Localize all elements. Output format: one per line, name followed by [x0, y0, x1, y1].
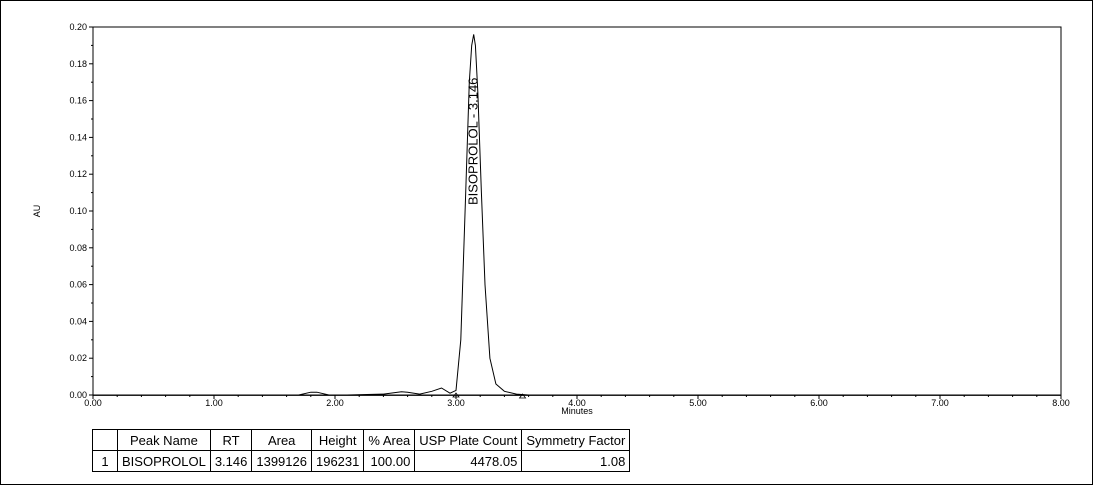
- col-symmetry-factor-header: Symmetry Factor: [521, 429, 631, 451]
- x-tick-label: 2.00: [326, 398, 344, 408]
- col-index-header: [92, 429, 118, 451]
- cell-index: 1: [92, 450, 118, 472]
- table-row: 1 BISOPROLOL 3.146 1399126 196231 100.00…: [92, 450, 631, 472]
- x-tick-label: 5.00: [689, 398, 707, 408]
- cell-percent-area: 100.00: [363, 450, 416, 472]
- x-tick-label: 6.00: [810, 398, 828, 408]
- x-tick-label: 4.00: [568, 398, 586, 408]
- peak-results-table: Peak Name RT Area Height % Area USP Plat…: [92, 429, 631, 472]
- y-tick-label: 0.06: [69, 280, 87, 290]
- x-axis-title: Minutes: [561, 406, 593, 416]
- y-tick-label: 0.00: [69, 390, 87, 400]
- chromatogram-trace: [93, 34, 1061, 396]
- cell-rt: 3.146: [209, 450, 253, 472]
- y-axis-title: AU: [32, 205, 42, 218]
- x-tick-label: 3.00: [447, 398, 465, 408]
- plot-area: [92, 26, 1062, 396]
- y-tick-label: 0.18: [69, 59, 87, 69]
- y-tick-label: 0.08: [69, 243, 87, 253]
- x-tick-label: 7.00: [931, 398, 949, 408]
- peak-annotation: BISOPROLOL - 3.146: [466, 78, 481, 205]
- table-header-row: Peak Name RT Area Height % Area USP Plat…: [92, 429, 631, 451]
- cell-peak-name: BISOPROLOL: [117, 450, 211, 472]
- col-peak-name-header: Peak Name: [117, 429, 211, 451]
- cell-height: 196231: [310, 450, 365, 472]
- y-tick-label: 0.04: [69, 316, 87, 326]
- peak-end-marker: [518, 393, 527, 399]
- col-usp-plate-count-header: USP Plate Count: [414, 429, 523, 451]
- x-tick-label: 1.00: [205, 398, 223, 408]
- x-tick-label: 8.00: [1052, 398, 1070, 408]
- y-tick-label: 0.14: [69, 132, 87, 142]
- y-tick-label: 0.12: [69, 169, 87, 179]
- col-rt-header: RT: [209, 429, 253, 451]
- col-area-header: Area: [251, 429, 312, 451]
- col-percent-area-header: % Area: [363, 429, 416, 451]
- cell-area: 1399126: [251, 450, 312, 472]
- y-tick-label: 0.02: [69, 353, 87, 363]
- col-height-header: Height: [310, 429, 365, 451]
- cell-usp-plate-count: 4478.05: [414, 450, 523, 472]
- y-tick-label: 0.10: [69, 206, 87, 216]
- y-tick-label: 0.16: [69, 96, 87, 106]
- cell-symmetry-factor: 1.08: [521, 450, 631, 472]
- y-tick-label: 0.20: [69, 22, 87, 32]
- chromatogram-chart: 0.00 0.02 0.04 0.06 0.08 0.10 0.12 0.14 0.16 0.18…: [32, 22, 1070, 416]
- x-tick-label: 0.00: [84, 398, 102, 408]
- peak-start-marker: [452, 392, 460, 398]
